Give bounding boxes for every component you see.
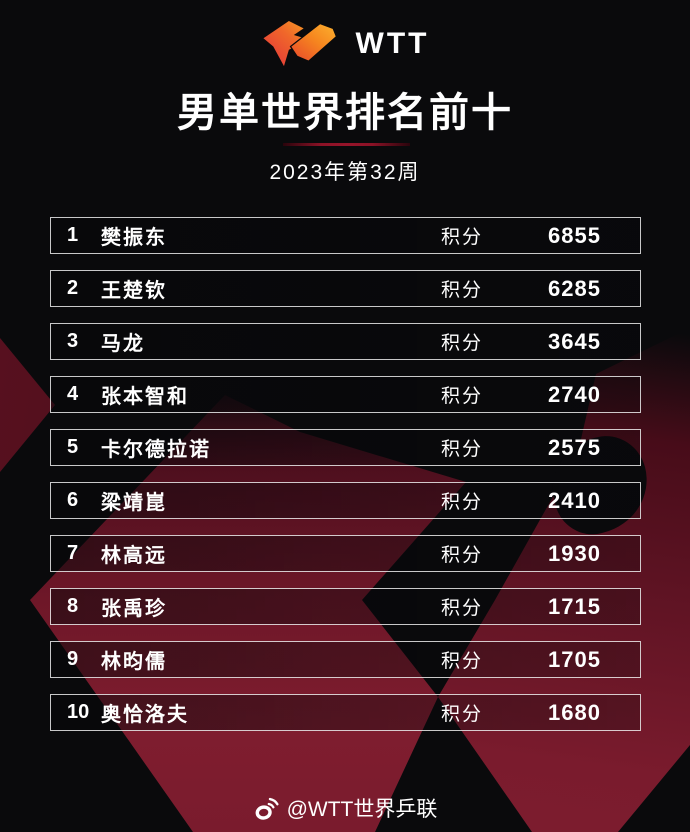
footer: @WTT世界乒联	[0, 793, 690, 823]
player-name: 奥恰洛夫	[101, 704, 189, 726]
points-value: 2740	[548, 381, 601, 407]
player-name: 张禹珍	[101, 598, 167, 620]
points-label: 积分	[440, 280, 483, 301]
points-value: 1705	[548, 646, 601, 672]
page-title: 男单世界排名前十	[177, 91, 513, 135]
weibo-icon	[255, 797, 279, 820]
ranking-row-3: 3 马龙 积分 3645	[50, 323, 641, 360]
ranking-row-5: 5 卡尔德拉诺 积分 2575	[50, 429, 641, 466]
player-name: 马龙	[101, 333, 145, 355]
points-value: 1680	[548, 699, 601, 725]
rank-number: 6	[67, 489, 79, 511]
points-label: 积分	[440, 704, 483, 725]
points-value: 1930	[548, 540, 601, 566]
player-name: 张本智和	[101, 386, 189, 408]
ranking-row-1: 1 樊振东 积分 6855	[50, 217, 641, 254]
ranking-row-7: 7 林高远 积分 1930	[50, 535, 641, 572]
rank-number: 7	[67, 542, 79, 564]
rank-number: 10	[67, 701, 90, 723]
rank-number: 8	[67, 595, 79, 617]
points-label: 积分	[440, 492, 483, 513]
rank-number: 5	[67, 436, 79, 458]
ranking-row-9: 9 林昀儒 积分 1705	[50, 641, 641, 678]
ranking-row-2: 2 王楚钦 积分 6285	[50, 270, 641, 307]
points-label: 积分	[440, 386, 483, 407]
points-value: 3645	[548, 328, 601, 354]
points-value: 6855	[548, 222, 601, 248]
title-divider	[283, 143, 410, 146]
player-name: 林高远	[101, 545, 167, 567]
player-name: 卡尔德拉诺	[101, 439, 211, 461]
points-value: 2575	[548, 434, 601, 460]
ranking-row-4: 4 张本智和 积分 2740	[50, 376, 641, 413]
points-value: 6285	[548, 275, 601, 301]
week-subtitle: 2023年第32周	[269, 161, 421, 184]
points-label: 积分	[440, 227, 483, 248]
points-label: 积分	[440, 333, 483, 354]
logo-row: WTT	[0, 18, 690, 70]
points-value: 1715	[548, 593, 601, 619]
rank-number: 2	[67, 277, 79, 299]
player-name: 樊振东	[101, 227, 167, 249]
points-label: 积分	[440, 545, 483, 566]
points-label: 积分	[440, 598, 483, 619]
ranking-row-8: 8 张禹珍 积分 1715	[50, 588, 641, 625]
wtt-logo-icon	[262, 21, 337, 67]
ranking-row-6: 6 梁靖崑 积分 2410	[50, 482, 641, 519]
weibo-handle: @WTT世界乒联	[286, 798, 438, 821]
ranking-row-10: 10 奥恰洛夫 积分 1680	[50, 694, 641, 731]
player-name: 王楚钦	[101, 280, 167, 302]
points-label: 积分	[440, 651, 483, 672]
rank-number: 9	[67, 648, 79, 670]
rank-number: 4	[67, 383, 79, 405]
brand-name: WTT	[355, 27, 430, 60]
player-name: 林昀儒	[101, 651, 167, 673]
rank-number: 1	[67, 224, 79, 246]
player-name: 梁靖崑	[101, 492, 167, 514]
points-label: 积分	[440, 439, 483, 460]
points-value: 2410	[548, 487, 601, 513]
rank-number: 3	[67, 330, 79, 352]
